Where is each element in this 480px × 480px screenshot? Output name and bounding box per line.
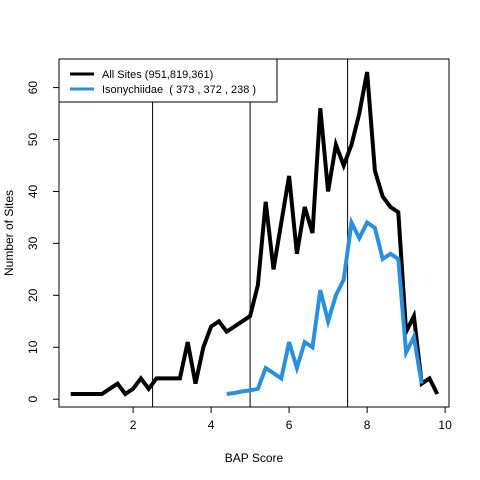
x-tick-label: 4 (208, 418, 215, 432)
y-tick-label: 60 (26, 81, 40, 95)
y-axis-label: Number of Sites (2, 190, 16, 276)
legend-entry-isonychiidae: Isonychiidae ( 373 , 372 , 238 ) (102, 84, 256, 96)
y-tick-label: 50 (26, 133, 40, 147)
series-line-1 (226, 215, 424, 396)
series-lines (70, 71, 440, 397)
x-axis: 2 4 6 8 10 (130, 406, 452, 432)
plot-frame (58, 58, 450, 408)
y-tick-label: 10 (26, 340, 40, 354)
y-tick-label: 20 (26, 288, 40, 302)
y-tick-label: 0 (26, 396, 40, 403)
x-axis-label: BAP Score (225, 451, 284, 465)
series-line-0 (70, 71, 440, 397)
legend-entry-all-sites: All Sites (951,819,361) (102, 69, 213, 81)
y-tick-label: 40 (26, 184, 40, 198)
y-axis: 0 10 20 30 40 50 60 (26, 81, 60, 403)
legend-box (58, 58, 278, 103)
x-tick-label: 6 (286, 418, 293, 432)
legend: All Sites (951,819,361) Isonychiidae ( 3… (58, 58, 278, 103)
x-tick-label: 8 (364, 418, 371, 432)
x-tick-label: 10 (438, 418, 452, 432)
y-tick-label: 30 (26, 236, 40, 250)
reference-lines (152, 59, 349, 407)
x-tick-label: 2 (130, 418, 137, 432)
